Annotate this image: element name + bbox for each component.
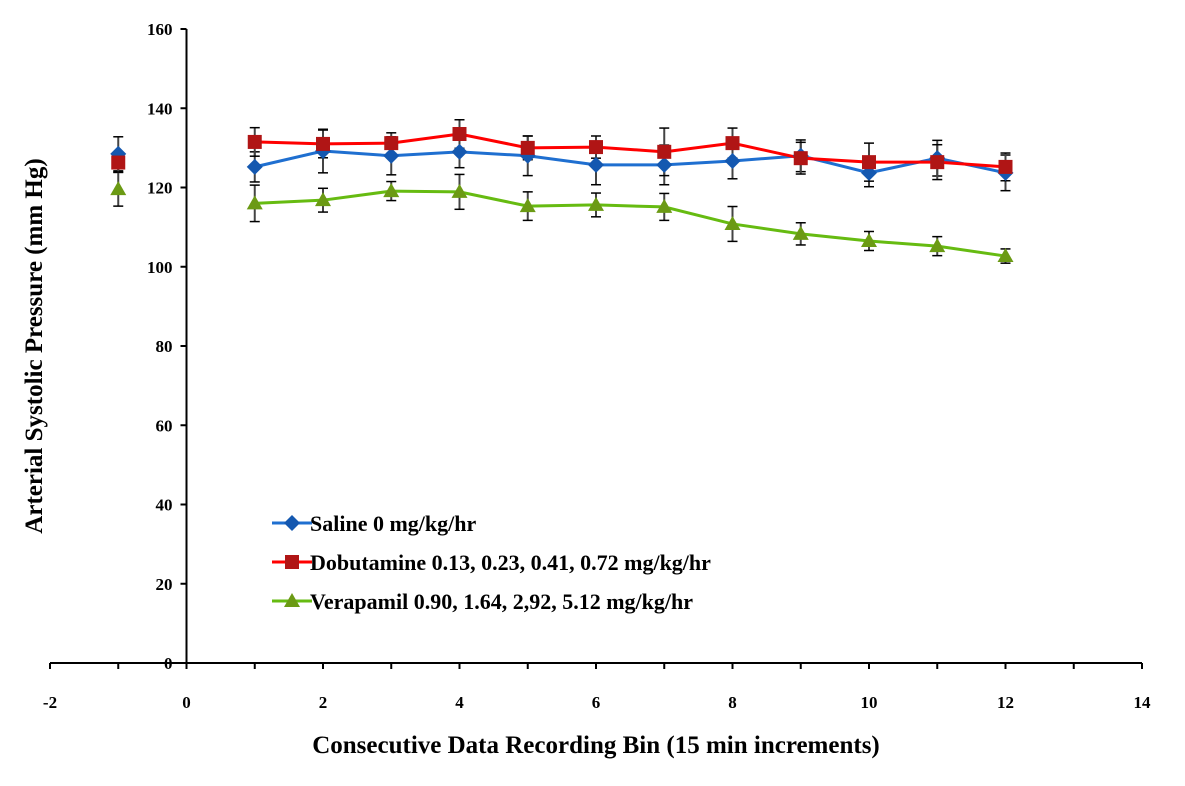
dobutamine-point — [725, 136, 740, 151]
series-lines — [254, 132, 1006, 258]
x-tick-label: 12 — [997, 693, 1014, 712]
verapamil-point — [656, 198, 673, 213]
y-tick-label: 80 — [156, 337, 173, 356]
dobutamine-point — [111, 155, 126, 170]
x-tick-label: 6 — [592, 693, 601, 712]
saline-line — [254, 149, 1006, 175]
dobutamine-point — [247, 134, 262, 149]
saline-point — [246, 158, 263, 175]
dobutamine-point — [452, 127, 467, 142]
y-tick-label: 120 — [147, 179, 173, 198]
verapamil-line — [254, 189, 1006, 258]
dobutamine-point — [930, 155, 945, 170]
dobutamine-point — [998, 159, 1013, 174]
y-tick-label: 20 — [156, 575, 173, 594]
x-axis-title: Consecutive Data Recording Bin (15 min i… — [312, 732, 880, 759]
dobutamine-point — [384, 136, 399, 151]
verapamil-point — [724, 215, 741, 230]
tick-labels: 0 20 40 60 80 100 120 140 160 -2 0 2 4 6 8 10 12 14 — [43, 20, 1151, 712]
dobutamine-legend-label: Dobutamine 0.13, 0.23, 0.41, 0.72 mg/kg/… — [310, 550, 711, 575]
verapamil-point — [383, 183, 400, 198]
saline-point — [588, 156, 604, 173]
legend: Saline 0 mg/kg/hr Dobutamine 0.13, 0.23, … — [272, 511, 711, 614]
x-tick-label: 2 — [319, 693, 328, 712]
verapamil-point — [246, 195, 263, 210]
verapamil-point — [792, 225, 809, 240]
x-tick-label: 8 — [728, 693, 737, 712]
verapamil-point — [451, 183, 468, 198]
legend-series-dose: 0 mg/kg/hr — [367, 511, 476, 536]
verapamil-point — [929, 238, 946, 253]
saline-point — [656, 156, 673, 173]
y-tick-label: 140 — [147, 99, 173, 118]
series-markers — [110, 127, 1014, 263]
legend-series-name: Saline — [310, 511, 368, 536]
x-tick-label: 4 — [455, 693, 464, 712]
legend-series-dose: 0.90, 1.64, 2,92, 5.12 mg/kg/hr — [408, 589, 693, 614]
saline-point — [451, 143, 468, 160]
verapamil-point — [588, 196, 604, 211]
y-axis-title: Arterial Systolic Pressure (mm Hg) — [21, 158, 48, 533]
y-tick-label: 0 — [164, 654, 173, 673]
y-tick-label: 160 — [147, 20, 173, 39]
axes — [49, 28, 1143, 669]
dobutamine-point — [520, 140, 535, 155]
dobutamine-point — [862, 155, 876, 170]
dobutamine-point — [793, 151, 808, 166]
saline-point — [724, 152, 741, 169]
x-tick-label: 14 — [1134, 693, 1152, 712]
saline-point — [383, 147, 400, 164]
verapamil-point — [997, 248, 1014, 263]
dobutamine-line — [254, 132, 1006, 169]
saline-legend-label: Saline 0 mg/kg/hr — [310, 511, 476, 536]
saline-legend-marker — [284, 515, 300, 531]
verapamil-point — [861, 232, 877, 247]
y-tick-label: 40 — [156, 496, 173, 515]
y-tick-label: 100 — [147, 258, 173, 277]
dobutamine-legend-marker — [285, 555, 299, 569]
legend-series-dose: 0.13, 0.23, 0.41, 0.72 mg/kg/hr — [426, 550, 711, 575]
dobutamine-point — [589, 140, 603, 155]
legend-series-name: Dobutamine — [310, 550, 426, 575]
dobutamine-point — [657, 144, 672, 159]
y-tick-label: 60 — [156, 416, 173, 435]
verapamil-point — [110, 181, 127, 196]
legend-series-name: Verapamil — [310, 589, 408, 614]
verapamil-point — [519, 198, 536, 213]
dobutamine-point — [316, 136, 330, 151]
verapamil-legend-label: Verapamil 0.90, 1.64, 2,92, 5.12 mg/kg/h… — [310, 589, 693, 614]
x-tick-label: 10 — [861, 693, 878, 712]
verapamil-point — [315, 192, 331, 207]
x-tick-label: -2 — [43, 693, 57, 712]
verapamil-legend-marker — [284, 593, 300, 607]
x-tick-label: 0 — [182, 693, 191, 712]
